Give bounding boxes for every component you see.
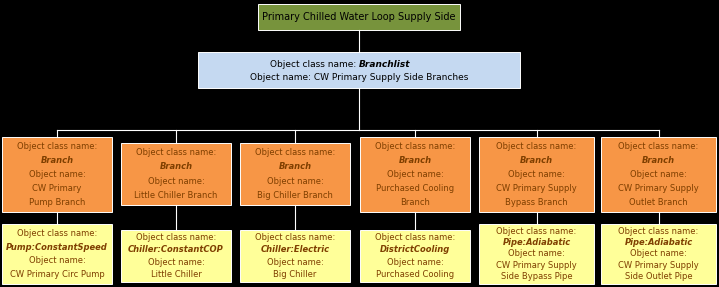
- Text: Branch: Branch: [400, 198, 430, 207]
- Text: Object name:: Object name:: [387, 170, 444, 179]
- Text: Branch: Branch: [520, 156, 553, 165]
- Text: Object name:: Object name:: [387, 257, 444, 267]
- FancyBboxPatch shape: [240, 143, 350, 205]
- FancyBboxPatch shape: [258, 4, 460, 30]
- Text: Object name: CW Primary Supply Side Branches: Object name: CW Primary Supply Side Bran…: [249, 73, 468, 82]
- Text: Object class name:: Object class name:: [375, 142, 455, 151]
- Text: Primary Chilled Water Loop Supply Side: Primary Chilled Water Loop Supply Side: [262, 12, 456, 22]
- Text: Object class name:: Object class name:: [496, 227, 577, 236]
- Text: Object name:: Object name:: [630, 170, 687, 179]
- Text: Purchased Cooling: Purchased Cooling: [376, 270, 454, 279]
- Text: Branch: Branch: [398, 156, 431, 165]
- Text: Object name:: Object name:: [29, 170, 86, 179]
- Text: Object class name:: Object class name:: [496, 142, 577, 151]
- Text: CW Primary Supply: CW Primary Supply: [496, 184, 577, 193]
- Text: Branch: Branch: [40, 156, 73, 165]
- Text: Object name:: Object name:: [508, 170, 565, 179]
- Text: CW Primary Supply: CW Primary Supply: [618, 261, 699, 270]
- Text: Purchased Cooling: Purchased Cooling: [376, 184, 454, 193]
- Text: Big Chiller Branch: Big Chiller Branch: [257, 191, 333, 200]
- Text: Branchlist: Branchlist: [359, 60, 411, 69]
- Text: Pump:ConstantSpeed: Pump:ConstantSpeed: [6, 243, 108, 251]
- Text: Little Chiller Branch: Little Chiller Branch: [134, 191, 218, 200]
- FancyBboxPatch shape: [601, 224, 716, 284]
- Text: Object name:: Object name:: [267, 257, 324, 267]
- Text: Object name:: Object name:: [508, 249, 565, 259]
- Text: Object class name:: Object class name:: [255, 148, 335, 157]
- FancyBboxPatch shape: [121, 143, 231, 205]
- FancyBboxPatch shape: [360, 137, 470, 212]
- Text: Object class name:: Object class name:: [17, 228, 97, 238]
- Text: Branch: Branch: [160, 162, 193, 171]
- Text: CW Primary Circ Pump: CW Primary Circ Pump: [9, 270, 104, 280]
- FancyBboxPatch shape: [198, 52, 520, 88]
- FancyBboxPatch shape: [601, 137, 716, 212]
- Text: Big Chiller: Big Chiller: [273, 270, 316, 279]
- Text: Pipe:Adiabatic: Pipe:Adiabatic: [624, 238, 692, 247]
- FancyBboxPatch shape: [2, 137, 112, 212]
- Text: Object class name:: Object class name:: [618, 142, 699, 151]
- Text: Object name:: Object name:: [29, 257, 86, 265]
- FancyBboxPatch shape: [479, 137, 594, 212]
- Text: Branch: Branch: [278, 162, 311, 171]
- Text: Object name:: Object name:: [147, 257, 204, 267]
- Text: Branch: Branch: [642, 156, 675, 165]
- Text: CW Primary Supply: CW Primary Supply: [618, 184, 699, 193]
- Text: Object class name:: Object class name:: [255, 233, 335, 242]
- Text: Object name:: Object name:: [147, 177, 204, 186]
- Text: Object name:: Object name:: [267, 177, 324, 186]
- Text: Object class name:: Object class name:: [270, 60, 359, 69]
- Text: Chiller:ConstantCOP: Chiller:ConstantCOP: [128, 245, 224, 255]
- Text: CW Primary Supply: CW Primary Supply: [496, 261, 577, 270]
- Text: Bypass Branch: Bypass Branch: [505, 198, 568, 207]
- Text: Object class name:: Object class name:: [136, 148, 216, 157]
- Text: DistrictCooling: DistrictCooling: [380, 245, 450, 255]
- Text: Little Chiller: Little Chiller: [150, 270, 201, 279]
- FancyBboxPatch shape: [240, 230, 350, 282]
- Text: Pump Branch: Pump Branch: [29, 198, 85, 207]
- Text: Object class name:: Object class name:: [618, 227, 699, 236]
- Text: Side Outlet Pipe: Side Outlet Pipe: [625, 272, 692, 281]
- Text: CW Primary: CW Primary: [32, 184, 82, 193]
- Text: Pipe:Adiabatic: Pipe:Adiabatic: [503, 238, 571, 247]
- Text: Object name:: Object name:: [630, 249, 687, 259]
- Text: Object class name:: Object class name:: [17, 142, 97, 151]
- FancyBboxPatch shape: [2, 224, 112, 284]
- Text: Chiller:Electric: Chiller:Electric: [260, 245, 329, 255]
- FancyBboxPatch shape: [479, 224, 594, 284]
- FancyBboxPatch shape: [121, 230, 231, 282]
- Text: Side Bypass Pipe: Side Bypass Pipe: [500, 272, 572, 281]
- FancyBboxPatch shape: [360, 230, 470, 282]
- Text: Object class name:: Object class name:: [136, 233, 216, 242]
- Text: Object class name:: Object class name:: [375, 233, 455, 242]
- Text: Outlet Branch: Outlet Branch: [629, 198, 688, 207]
